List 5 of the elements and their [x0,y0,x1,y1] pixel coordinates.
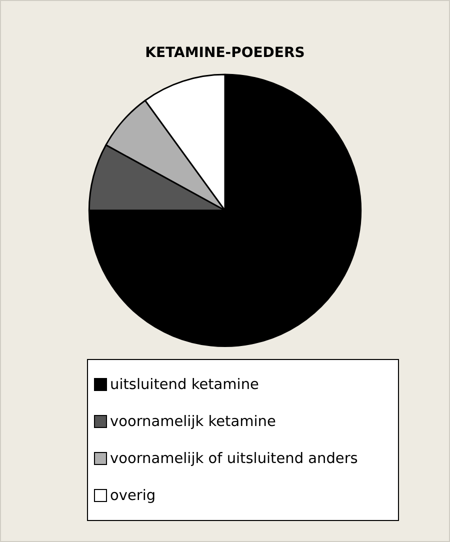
legend-label: overig [110,488,156,504]
legend-label: uitsluitend ketamine [110,376,259,392]
legend-label: voornamelijk ketamine [110,414,276,430]
chart-title: KETAMINE-POEDERS [145,45,305,62]
legend-label: voornamelijk of uitsluitend anders [110,450,358,466]
